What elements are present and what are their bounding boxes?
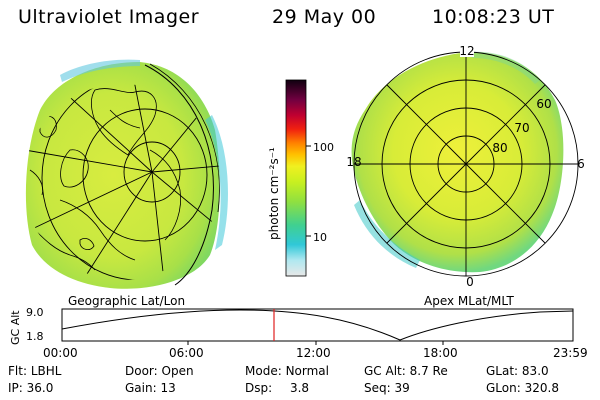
left-aurora-fill: [25, 62, 220, 289]
date-label: 29 May 00: [272, 6, 377, 28]
apex-caption: Apex MLat/MLT: [424, 294, 514, 308]
mlat-label-70: 70: [514, 121, 529, 135]
apex-image: 12 18 6 0 60 70 80: [346, 44, 585, 289]
info-seq: Seq: 39: [364, 381, 410, 395]
instrument-title: Ultraviolet Imager: [18, 6, 200, 28]
mlat-label-80: 80: [492, 141, 507, 155]
colorbar-tick-100: 100: [313, 141, 334, 154]
geographic-image: [24, 59, 228, 289]
info-flt: Flt: LBHL: [8, 364, 62, 378]
left-limb-speckle: [205, 115, 228, 250]
x-tick-1800: 18:00: [423, 346, 458, 360]
left-limb-arc: [144, 64, 214, 286]
colorbar-unit-label: photon cm⁻²s⁻¹: [267, 147, 281, 240]
y-tick-9: 9.0: [26, 306, 44, 319]
geographic-caption: Geographic Lat/Lon: [68, 294, 186, 308]
left-coastlines: [29, 88, 182, 271]
x-tick-1200: 12:00: [296, 346, 331, 360]
mlt-label-18: 18: [346, 155, 361, 169]
info-mode: Mode: Normal: [245, 364, 329, 378]
mlt-label-6: 6: [577, 157, 585, 171]
y-tick-1-8: 1.8: [26, 330, 44, 343]
info-gc-alt: GC Alt: 8.7 Re: [364, 364, 448, 378]
mlat-label-60: 60: [536, 97, 551, 111]
x-tick-0600: 06:00: [169, 346, 204, 360]
left-latlon-grid: [24, 84, 220, 280]
info-gain: Gain: 13: [125, 381, 176, 395]
info-dsp: Dsp: 3.8: [245, 381, 310, 395]
info-glat: GLat: 83.0: [486, 364, 549, 378]
time-label: 10:08:23 UT: [432, 6, 555, 28]
x-tick-2359: 23:59: [553, 346, 588, 360]
colorbar: 100 10 photon cm⁻²s⁻¹: [267, 79, 334, 277]
mlt-label-12: 12: [459, 44, 474, 58]
colorbar-tick-10: 10: [313, 231, 327, 244]
gc-alt-axis-title: GC Alt: [9, 310, 22, 345]
info-door: Door: Open: [125, 364, 194, 378]
x-tick-0000: 00:00: [43, 346, 78, 360]
mlt-label-0: 0: [466, 275, 474, 289]
altitude-curve: [61, 309, 574, 341]
info-glon: GLon: 320.8: [486, 381, 559, 395]
apex-grid: [353, 51, 579, 277]
timeline-plot: 9.0 1.8 GC Alt 00:00 06:00 12:00 18:00 2…: [9, 306, 588, 360]
info-ip: IP: 36.0: [8, 381, 54, 395]
